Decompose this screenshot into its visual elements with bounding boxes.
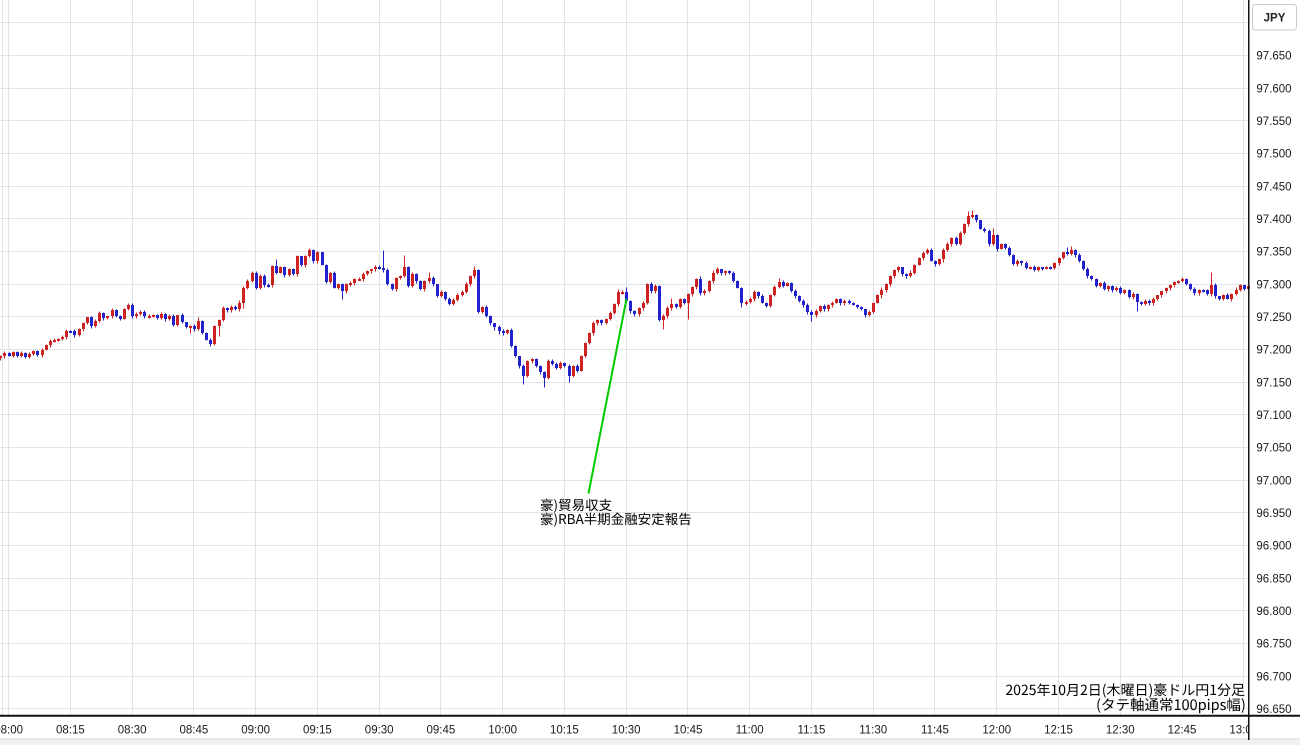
svg-text:08:30: 08:30 [118,725,147,737]
svg-text:97.500: 97.500 [1256,149,1291,161]
svg-text:10:00: 10:00 [488,725,517,737]
svg-text:96.700: 96.700 [1256,671,1291,683]
svg-text:97.100: 97.100 [1256,410,1291,422]
svg-text:97.450: 97.450 [1256,181,1291,193]
svg-text:97.300: 97.300 [1256,279,1291,291]
svg-text:12:00: 12:00 [982,725,1011,737]
svg-text:08:15: 08:15 [56,725,85,737]
svg-text:11:45: 11:45 [921,725,949,737]
svg-text:09:15: 09:15 [303,725,332,737]
svg-text:97.000: 97.000 [1256,475,1291,487]
svg-text:97.400: 97.400 [1256,214,1291,226]
svg-text:11:30: 11:30 [859,725,887,737]
svg-text:97.200: 97.200 [1256,345,1291,357]
svg-text:96.800: 96.800 [1256,606,1291,618]
svg-text:09:45: 09:45 [427,725,456,737]
svg-text:10:45: 10:45 [674,725,703,737]
svg-text:12:45: 12:45 [1168,725,1197,737]
svg-text:96.750: 96.750 [1256,639,1291,651]
svg-text:09:00: 09:00 [241,725,270,737]
svg-text:96.950: 96.950 [1256,508,1291,520]
svg-text:08:45: 08:45 [180,725,209,737]
svg-text:96.900: 96.900 [1256,541,1291,553]
svg-text:12:15: 12:15 [1044,725,1073,737]
svg-text:97.150: 97.150 [1256,377,1291,389]
svg-text:08:00: 08:00 [0,725,23,737]
svg-text:97.250: 97.250 [1256,312,1291,324]
svg-text:96.850: 96.850 [1256,573,1291,585]
svg-text:11:15: 11:15 [798,725,826,737]
svg-text:13:00: 13:00 [1229,725,1258,737]
svg-text:97.550: 97.550 [1256,116,1291,128]
svg-text:97.050: 97.050 [1256,443,1291,455]
svg-text:11:00: 11:00 [736,725,764,737]
svg-text:97.650: 97.650 [1256,51,1291,63]
svg-text:10:15: 10:15 [550,725,579,737]
svg-text:96.650: 96.650 [1256,704,1291,716]
svg-text:JPY: JPY [1264,12,1286,24]
svg-text:09:30: 09:30 [365,725,394,737]
svg-text:12:30: 12:30 [1106,725,1135,737]
svg-text:97.600: 97.600 [1256,83,1291,95]
svg-text:10:30: 10:30 [612,725,641,737]
svg-text:97.350: 97.350 [1256,247,1291,259]
